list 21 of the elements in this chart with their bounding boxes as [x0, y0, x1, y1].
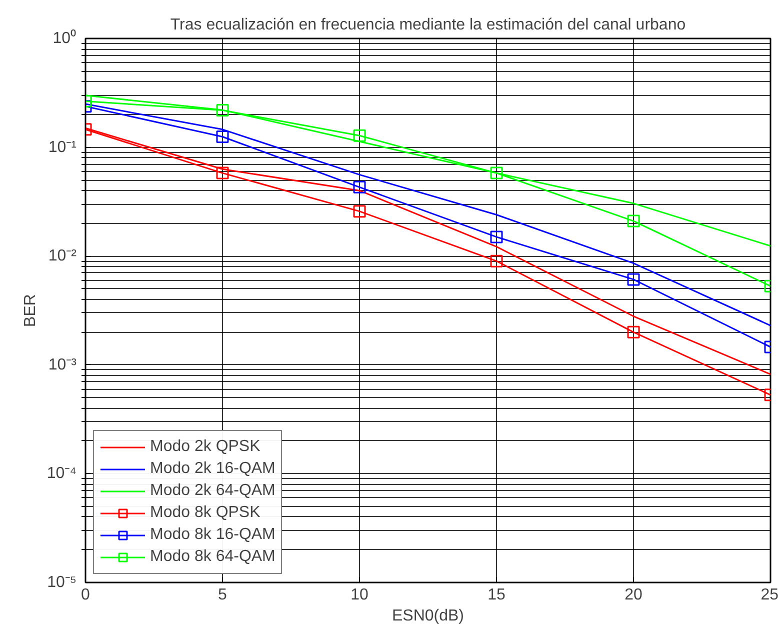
- y-tick-label: 10⁻⁴: [46, 465, 77, 482]
- x-tick-label: 10: [350, 586, 368, 604]
- x-tick-label: 0: [81, 586, 90, 604]
- legend-label: Modo 8k 16-QAM: [150, 526, 276, 544]
- legend-label: Modo 8k 64-QAM: [150, 548, 276, 566]
- chart-title: Tras ecualización en frecuencia mediante la estimación del canal urbano: [170, 16, 686, 34]
- y-tick-label: 10⁻⁵: [47, 574, 77, 591]
- y-tick-label: 10⁻³: [48, 356, 78, 374]
- legend-label: Modo 2k QPSK: [150, 438, 260, 456]
- y-tick-label: 10⁻¹: [48, 138, 76, 156]
- x-tick-label: 20: [624, 586, 642, 604]
- x-tick-label: 5: [218, 586, 228, 604]
- legend-label: Modo 2k 64-QAM: [150, 482, 276, 500]
- y-tick-label: 10⁻²: [48, 248, 78, 265]
- y-tick-label: 10⁰: [52, 29, 76, 47]
- legend-label: Modo 2k 16-QAM: [150, 460, 276, 478]
- x-tick-label: 25: [760, 586, 778, 604]
- x-axis-title: ESN0(dB): [392, 608, 464, 624]
- y-axis-title: BER: [22, 294, 39, 327]
- x-tick-label: 15: [488, 586, 506, 604]
- legend-label: Modo 8k QPSK: [150, 504, 260, 522]
